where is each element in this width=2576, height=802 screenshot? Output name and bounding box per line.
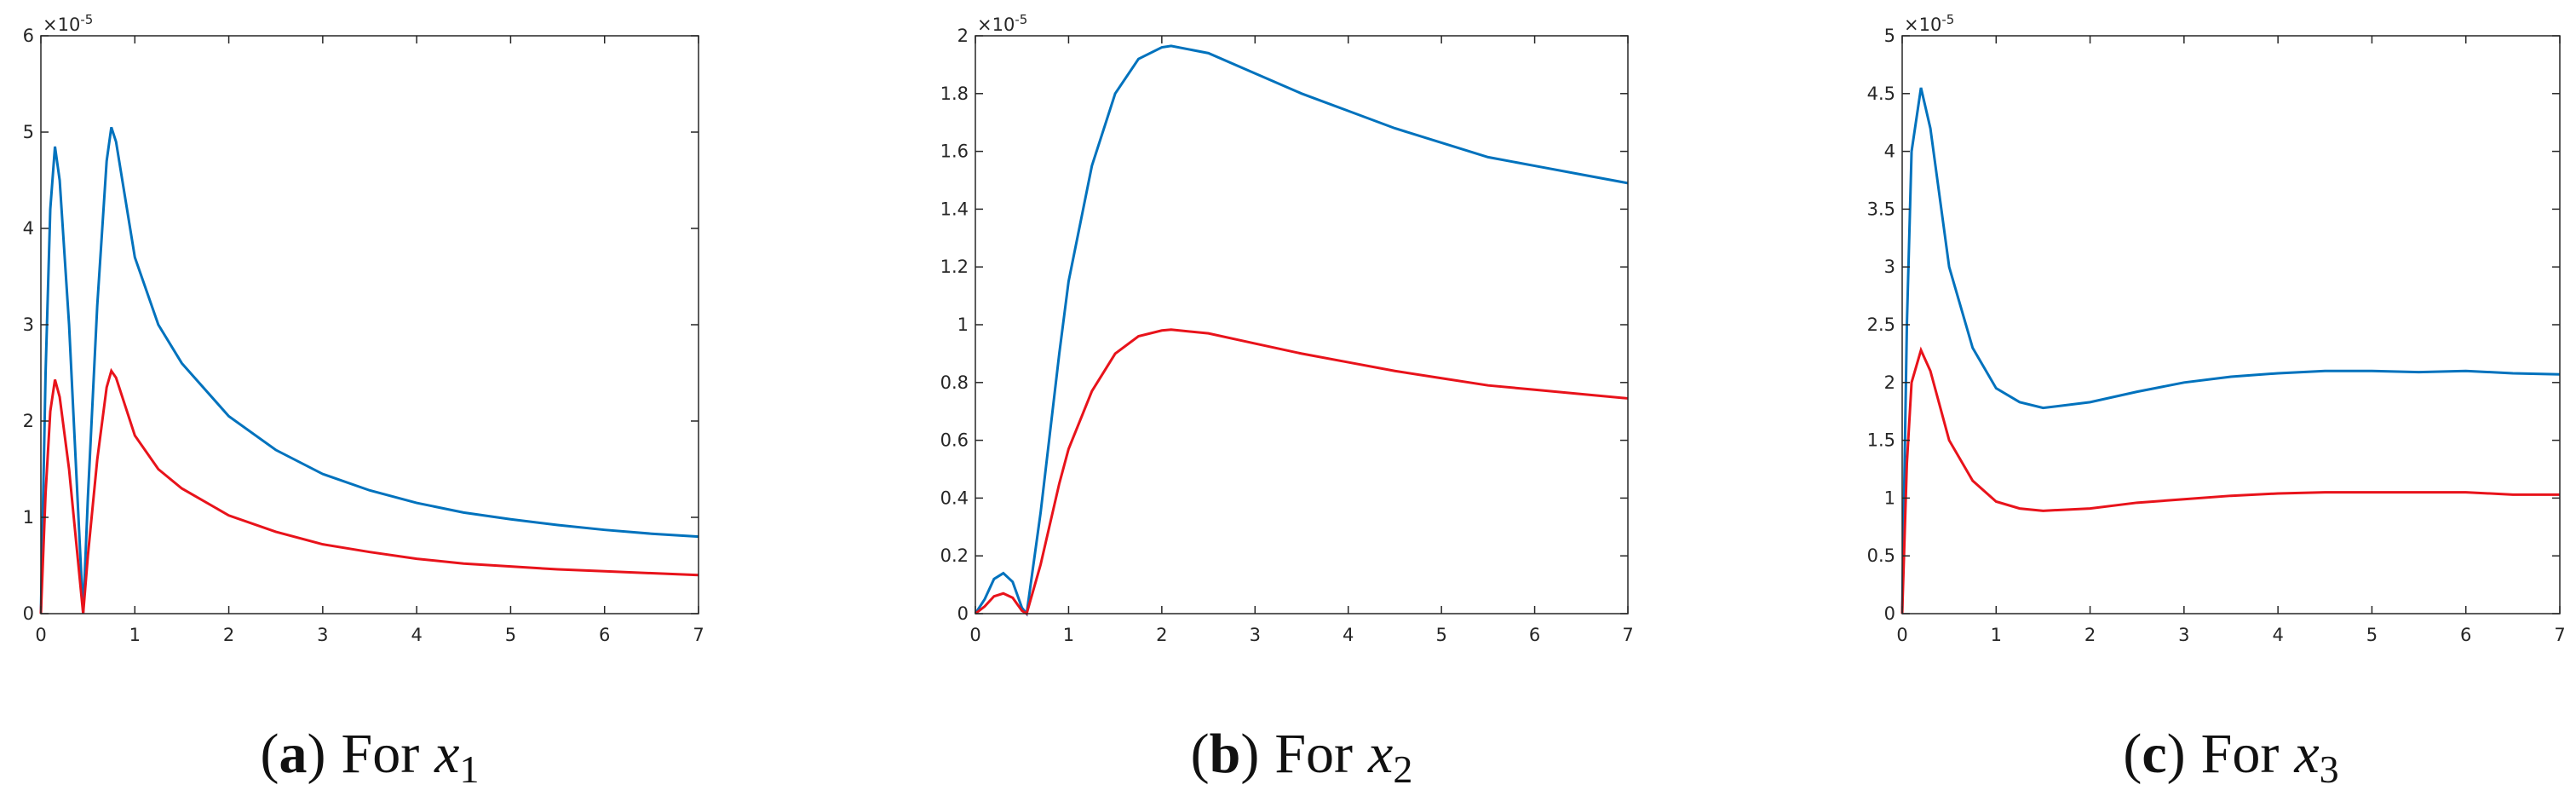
caption-label: c — [2142, 723, 2166, 785]
caption-var: x — [2293, 723, 2319, 785]
multiplier-exponent: -5 — [1941, 12, 1954, 27]
y-tick-label: 1.5 — [1867, 430, 1895, 451]
y-tick-label: 4 — [23, 218, 34, 239]
y-tick-label: 4.5 — [1867, 84, 1895, 104]
caption-close: ) — [1240, 723, 1259, 785]
caption-open: ( — [1191, 723, 1210, 785]
x-tick-label: 6 — [2460, 625, 2471, 645]
y-tick-label: 1 — [957, 314, 969, 335]
data-line — [39, 126, 699, 614]
chart: 0 1 2 3 4 5 6 7 0 0.5 1 1.5 2 2.5 3 3.5 4 4.5 5 ×10-5 (c) For… — [1867, 12, 2566, 791]
data-line — [975, 328, 1629, 616]
caption-open: ( — [2123, 723, 2142, 785]
x-tick-label: 4 — [2272, 625, 2283, 645]
x-tick-label: 4 — [411, 625, 422, 645]
x-tick-label: 5 — [505, 625, 516, 645]
chart: 0 1 2 3 4 5 6 7 0 0.2 0.4 0.6 0.8 1 1.2 1.4 1.6 1.8 2 ×10-5… — [940, 12, 1634, 791]
x-tick-label: 1 — [1991, 625, 2002, 645]
caption: (c) For x3 — [2123, 723, 2338, 791]
x-tick-label: 3 — [317, 625, 328, 645]
axes-box — [975, 35, 1629, 614]
x-tick-label: 0 — [969, 625, 980, 645]
y-tick-label: 4 — [1884, 141, 1895, 162]
x-tick-label: 6 — [1529, 625, 1540, 645]
x-tick-label: 6 — [599, 625, 610, 645]
x-tick-label: 1 — [129, 625, 141, 645]
multiplier-base: ×10 — [977, 14, 1015, 35]
multiplier-base: ×10 — [43, 14, 80, 35]
x-tick-label: 0 — [35, 625, 46, 645]
y-tick-label: 1 — [1884, 488, 1895, 508]
x-tick-label: 4 — [1343, 625, 1354, 645]
y-tick-label: 2 — [1884, 372, 1895, 393]
x-tick-label: 1 — [1063, 625, 1074, 645]
multiplier-exponent: -5 — [1015, 12, 1027, 27]
y-tick-label: 0.2 — [940, 545, 969, 566]
x-tick-label: 0 — [1896, 625, 1907, 645]
y-tick-label: 3.5 — [1867, 199, 1895, 219]
x-tick-label: 2 — [223, 625, 234, 645]
y-tick-label: 1.2 — [940, 257, 969, 277]
caption-text: For — [2201, 723, 2280, 785]
axis-multiplier: ×10-5 — [43, 12, 93, 35]
x-tick-label: 7 — [1622, 625, 1633, 645]
y-tick-label: 1.8 — [940, 84, 969, 104]
y-tick-label: 3 — [1884, 257, 1895, 277]
multiplier-exponent: -5 — [80, 12, 93, 27]
x-tick-label: 7 — [2554, 625, 2565, 645]
caption-close: ) — [2167, 723, 2186, 785]
x-tick-label: 2 — [1156, 625, 1167, 645]
y-tick-label: 3 — [23, 314, 34, 335]
axes-box — [40, 35, 699, 614]
caption-var: x — [434, 723, 459, 785]
caption-close: ) — [308, 723, 326, 785]
caption: (a) For x1 — [261, 723, 480, 791]
x-tick-label: 3 — [2178, 625, 2189, 645]
caption-label: b — [1210, 723, 1241, 785]
data-line — [1900, 87, 2561, 614]
y-tick-label: 2 — [957, 26, 969, 46]
y-tick-label: 0.8 — [940, 372, 969, 393]
data-line — [39, 367, 699, 614]
caption-open: ( — [261, 723, 279, 785]
data-line — [974, 44, 1629, 617]
y-tick-label: 0 — [1884, 603, 1895, 624]
axes-box — [1901, 35, 2561, 614]
x-tick-label: 2 — [2084, 625, 2096, 645]
y-tick-label: 5 — [1884, 26, 1895, 46]
caption-text: For — [341, 723, 419, 785]
caption-text: For — [1274, 723, 1353, 785]
multiplier-base: ×10 — [1904, 14, 1941, 35]
y-tick-label: 1 — [23, 507, 34, 528]
x-tick-label: 3 — [1250, 625, 1261, 645]
caption-var: x — [1367, 723, 1393, 785]
y-tick-label: 2 — [23, 411, 34, 431]
y-tick-label: 1.6 — [940, 141, 969, 162]
x-tick-label: 5 — [1435, 625, 1446, 645]
y-tick-label: 6 — [23, 26, 34, 46]
y-tick-label: 0.5 — [1867, 545, 1895, 566]
y-tick-label: 0.4 — [940, 488, 969, 508]
y-tick-label: 0 — [957, 603, 969, 624]
y-tick-label: 1.4 — [940, 199, 969, 219]
y-tick-label: 2.5 — [1867, 314, 1895, 335]
axis-multiplier: ×10-5 — [1904, 12, 1954, 35]
axis-multiplier: ×10-5 — [977, 12, 1027, 35]
caption-sub: 3 — [2320, 747, 2339, 791]
caption-sub: 1 — [459, 747, 479, 791]
caption: (b) For x2 — [1191, 723, 1413, 791]
x-tick-label: 5 — [2366, 625, 2378, 645]
caption-label: a — [279, 723, 308, 785]
y-tick-label: 5 — [23, 122, 34, 142]
y-tick-label: 0.6 — [940, 430, 969, 451]
x-tick-label: 7 — [693, 625, 704, 645]
caption-sub: 2 — [1393, 747, 1412, 791]
data-line — [1900, 346, 2560, 614]
y-tick-label: 0 — [23, 603, 34, 624]
